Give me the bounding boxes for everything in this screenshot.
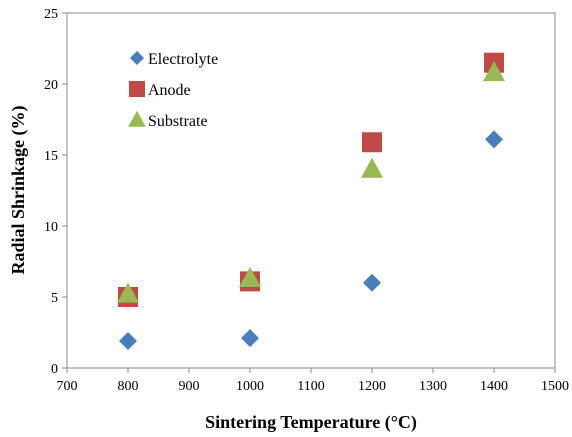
y-tick-label: 0 bbox=[51, 362, 58, 377]
legend-marker-electrolyte bbox=[130, 51, 144, 65]
plot-area bbox=[66, 12, 556, 369]
y-axis-label: Radial Shrinkage (%) bbox=[8, 105, 29, 274]
electrolyte-point bbox=[485, 130, 503, 149]
y-axis: 0 5 10 15 20 25 bbox=[44, 7, 67, 377]
y-tick-label: 15 bbox=[44, 149, 58, 164]
x-tick-label: 1200 bbox=[358, 379, 386, 394]
y-tick-label: 5 bbox=[51, 291, 58, 306]
legend-marker-anode bbox=[129, 81, 145, 97]
x-tick-label: 1400 bbox=[480, 379, 508, 394]
substrate-point bbox=[239, 267, 261, 288]
data-marks bbox=[117, 52, 505, 351]
substrate-point bbox=[483, 61, 505, 82]
anode-point bbox=[362, 132, 382, 153]
x-tick-label: 1300 bbox=[419, 379, 447, 394]
x-tick-label: 1000 bbox=[236, 379, 264, 394]
legend-label-substrate: Substrate bbox=[148, 113, 208, 130]
electrolyte-point bbox=[119, 332, 137, 351]
x-tick-label: 700 bbox=[57, 379, 78, 394]
y-tick-label: 25 bbox=[44, 7, 58, 22]
legend-marker-substrate bbox=[128, 110, 146, 127]
x-tick-label: 1500 bbox=[541, 379, 569, 394]
electrolyte-point bbox=[363, 273, 381, 292]
x-tick-label: 800 bbox=[118, 379, 139, 394]
legend-label-anode: Anode bbox=[148, 82, 191, 99]
x-axis: 700 800 900 1000 1100 1200 1300 1400 1500 bbox=[57, 368, 569, 394]
electrolyte-point bbox=[241, 329, 259, 348]
substrate-point bbox=[117, 282, 139, 303]
substrate-point bbox=[361, 157, 383, 178]
y-tick-label: 20 bbox=[44, 78, 58, 93]
y-tick-label: 10 bbox=[44, 220, 58, 235]
x-tick-label: 900 bbox=[179, 379, 200, 394]
legend: Electrolyte Anode Substrate bbox=[128, 51, 218, 130]
x-axis-label: Sintering Temperature (°C) bbox=[205, 412, 417, 433]
x-tick-label: 1100 bbox=[297, 379, 324, 394]
legend-label-electrolyte: Electrolyte bbox=[148, 51, 218, 68]
